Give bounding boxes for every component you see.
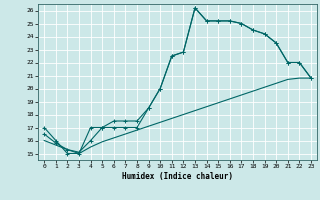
X-axis label: Humidex (Indice chaleur): Humidex (Indice chaleur) [122, 172, 233, 181]
